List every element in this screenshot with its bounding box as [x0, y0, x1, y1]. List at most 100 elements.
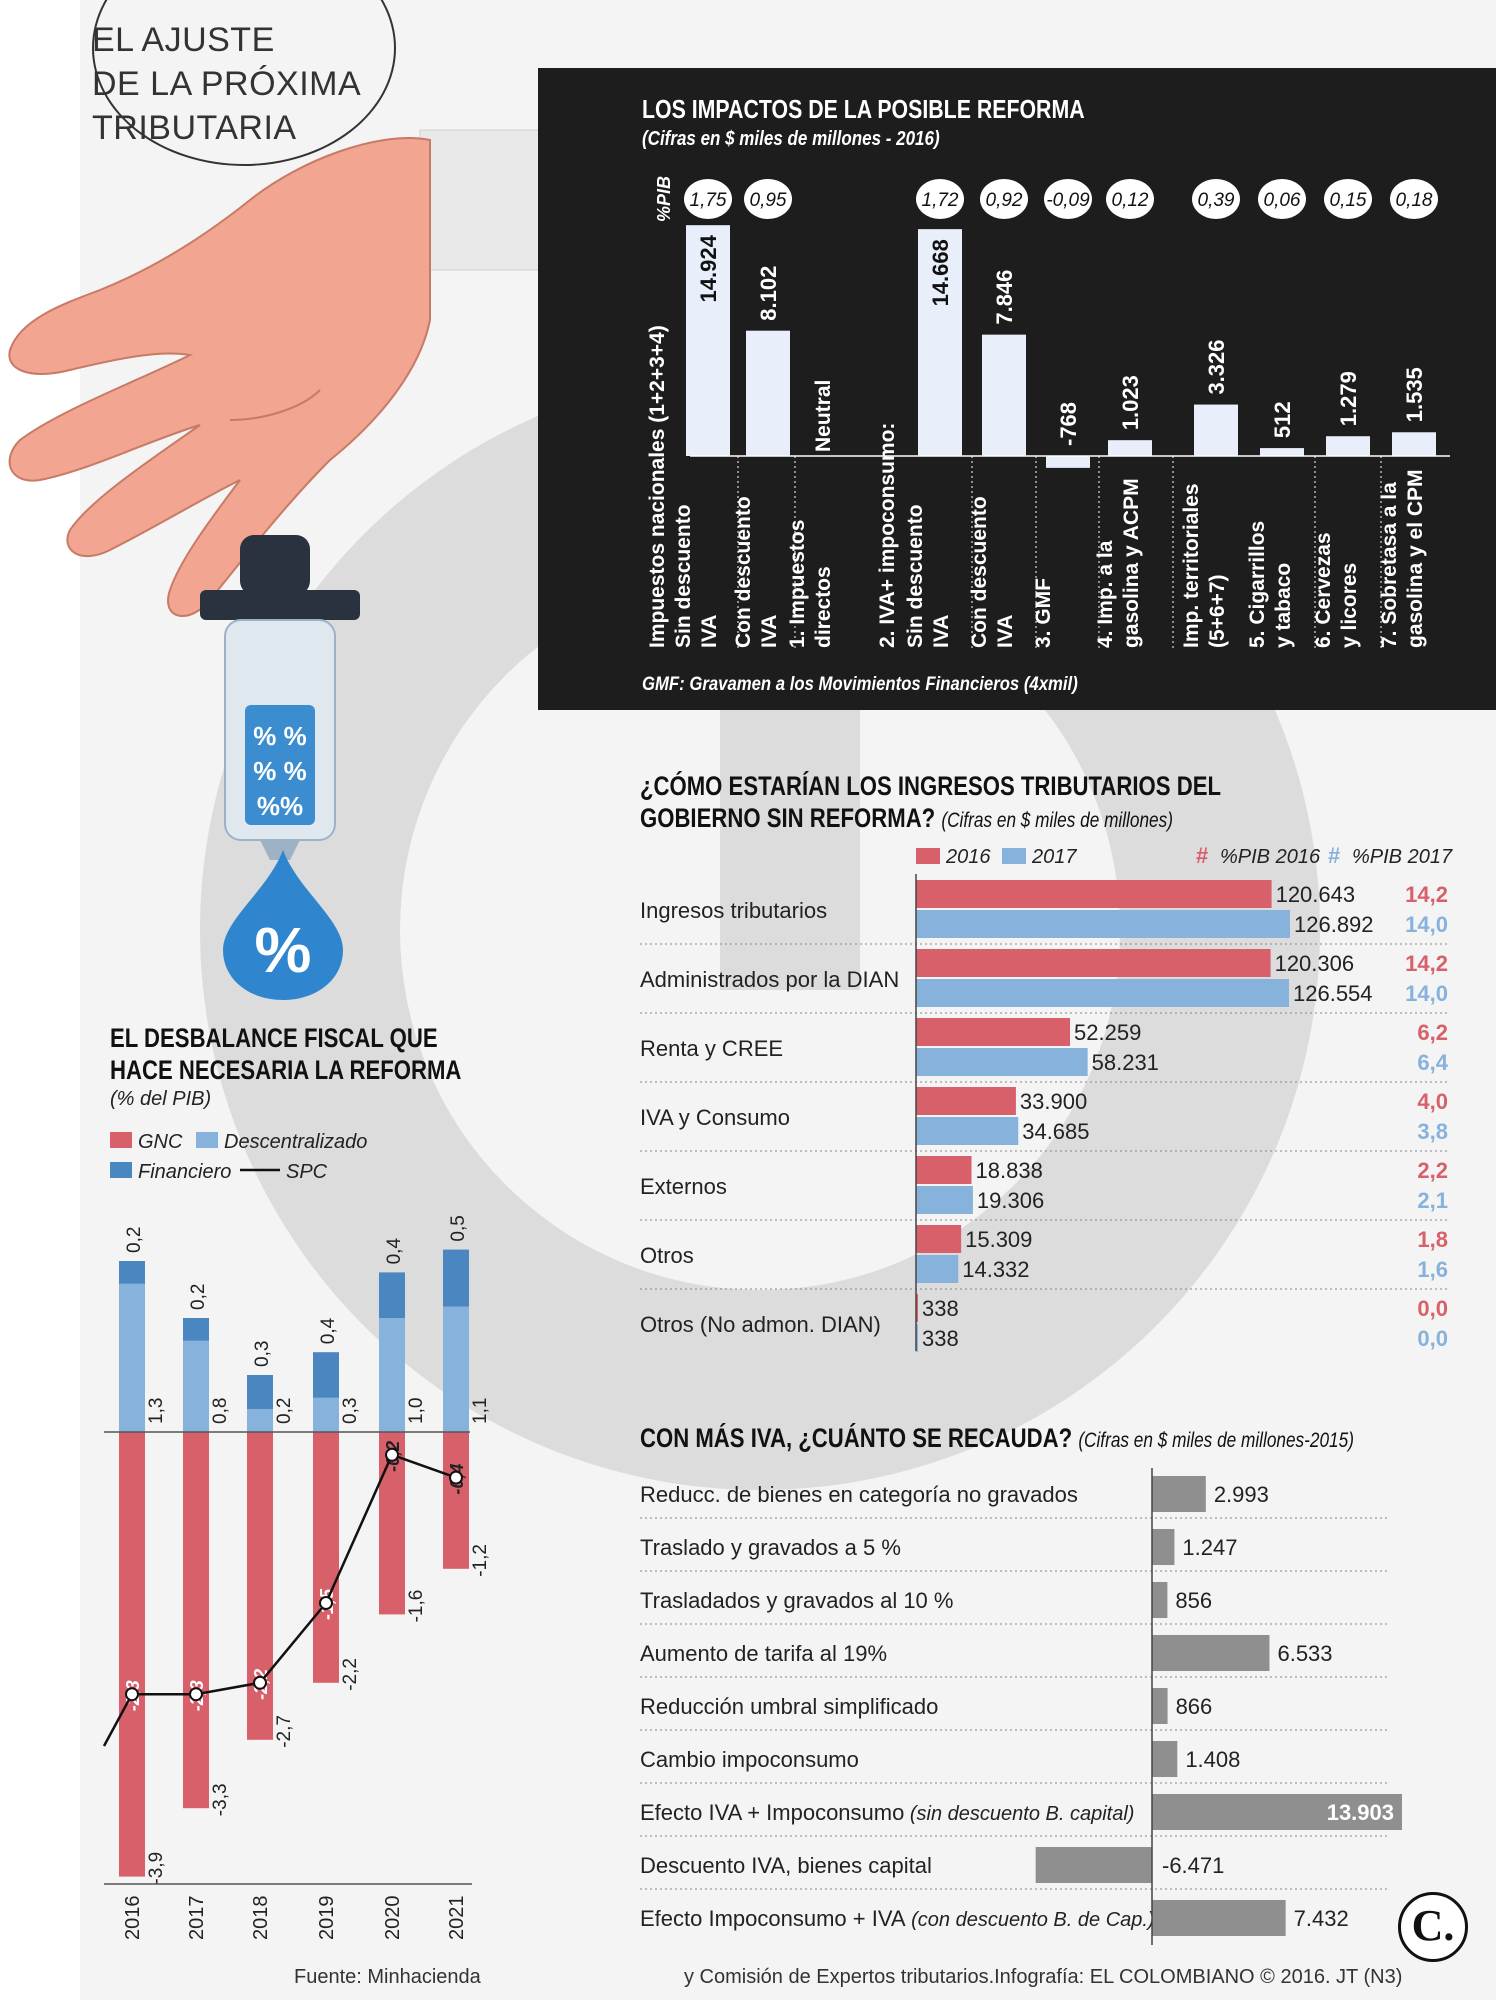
impact-category-label: IVA	[930, 615, 953, 648]
pib-bubble	[684, 179, 732, 219]
financiero-value-label: 0,5	[448, 1215, 469, 1241]
iva-category-label: Descuento IVA, bienes capital	[640, 1853, 932, 1878]
ingresos-bar	[916, 1225, 962, 1253]
gnc-value-label: -1,2	[470, 1544, 491, 1577]
ingresos-pib-label: 14,0	[1405, 912, 1448, 937]
impact-bar	[1260, 448, 1304, 456]
financiero-bar	[247, 1375, 273, 1410]
ingresos-subtitle: (Cifras en $ miles de millones)	[941, 809, 1173, 832]
pib-bubble	[1192, 179, 1240, 219]
impact-bar	[982, 334, 1026, 456]
legend-pib2017-label: %PIB 2017	[1352, 846, 1453, 868]
ingresos-value-label: 338	[922, 1296, 959, 1321]
pib-bubble-label: 1,72	[922, 190, 959, 211]
desbalance-title: EL DESBALANCE FISCAL QUE HACE NECESARIA …	[110, 1022, 461, 1086]
pib-bubble	[1324, 179, 1372, 219]
ingresos-value-label: 58.231	[1092, 1050, 1159, 1075]
impact-bar	[686, 225, 730, 456]
impact-category-label: directos	[812, 566, 835, 648]
descentralizado-value-label: 0,3	[340, 1398, 361, 1424]
ingresos-pib-label: 0,0	[1417, 1326, 1448, 1351]
financiero-value-label: 0,2	[188, 1284, 209, 1310]
pib-bubble	[916, 179, 964, 219]
gnc-bar	[313, 1432, 339, 1683]
ingresos-bar	[916, 1255, 959, 1283]
pib-bubble	[1390, 179, 1438, 219]
iva-chart: Reducc. de bienes en categoría no gravad…	[640, 1468, 1402, 1945]
ingresos-category-label: IVA y Consumo	[640, 1105, 790, 1130]
descentralizado-value-label: 1,1	[470, 1398, 491, 1424]
ingresos-pib-label: 4,0	[1417, 1089, 1448, 1114]
legend-fin-label: Financiero	[138, 1161, 231, 1183]
impact-category-label: Con descuento	[968, 496, 991, 648]
gnc-value-label: -1,6	[406, 1590, 427, 1623]
financiero-bar	[443, 1249, 469, 1307]
iva-value-label: 13.903	[1327, 1800, 1394, 1825]
iva-bar	[1152, 1688, 1168, 1724]
impact-value-label: 3.326	[1204, 339, 1229, 394]
legend-desc-label: Descentralizado	[224, 1131, 367, 1153]
impact-category-label: gasolina y el CPM	[1404, 469, 1427, 648]
pib-bubble-label: 0,92	[986, 190, 1023, 211]
iva-bar	[1152, 1582, 1168, 1618]
ingresos-value-label: 15.309	[965, 1227, 1032, 1252]
impact-value-label: 512	[1270, 401, 1295, 438]
iva-category-extra: (sin descuento B. capital)	[904, 1803, 1134, 1825]
ingresos-chart: 2016 2017 # %PIB 2016 # %PIB 2017 Ingresos tri…	[640, 843, 1453, 1352]
impact-category-label: 7. Sobretasa a la	[1378, 482, 1401, 648]
pib-bubble	[1044, 179, 1092, 219]
pib-bubble-label: 0,39	[1198, 190, 1235, 211]
ingresos-value-label: 14.332	[962, 1257, 1029, 1282]
iva-title: CON MÁS IVA, ¿CUÁNTO SE RECAUDA? (Cifras…	[640, 1422, 1354, 1457]
iva-category-label: Trasladados y gravados al 10 %	[640, 1588, 953, 1613]
impactos-subtitle: (Cifras en $ miles de millones - 2016)	[642, 128, 940, 150]
descentralizado-value-label: 0,2	[274, 1398, 295, 1424]
ingresos-bar	[916, 1018, 1071, 1046]
ingresos-pib-label: 6,2	[1417, 1020, 1448, 1045]
ingresos-value-label: 120.306	[1275, 951, 1355, 976]
impact-category-label: 3. GMF	[1032, 578, 1055, 648]
iva-bar	[1152, 1900, 1286, 1936]
ingresos-value-label: 338	[922, 1326, 959, 1351]
legend-fin-swatch	[110, 1162, 132, 1178]
group-label-nacionales: Impuestos nacionales (1+2+3+4)	[646, 325, 669, 648]
legend-gnc-label: GNC	[138, 1131, 183, 1153]
ingresos-pib-label: 1,6	[1417, 1257, 1448, 1282]
pib-axis-label: %PIB	[654, 176, 674, 222]
pib-bubble-label: 0,06	[1264, 190, 1301, 211]
impact-category-label: IVA	[758, 615, 781, 648]
legend-spc-label: SPC	[286, 1161, 328, 1183]
pib-bubble-label: 1,75	[690, 190, 727, 211]
impact-value-label: 8.102	[756, 266, 781, 321]
descentralizado-bar	[313, 1397, 339, 1432]
ingresos-category-label: Externos	[640, 1174, 727, 1199]
impact-bar	[918, 229, 962, 456]
descentralizado-bar	[247, 1409, 273, 1432]
page-title-line: TRIBUTARIA	[92, 109, 297, 147]
impact-value-label: 1.023	[1118, 375, 1143, 430]
gnc-value-label: -2,2	[340, 1658, 361, 1691]
ingresos-pib-label: 3,8	[1417, 1119, 1448, 1144]
impact-category-label: IVA	[994, 615, 1017, 648]
iva-category-label: Reducc. de bienes en categoría no gravad…	[640, 1482, 1078, 1507]
ingresos-bar	[916, 1156, 972, 1184]
impact-category-label: 5. Cigarrillos	[1246, 521, 1269, 648]
iva-category-label: Efecto IVA + Impoconsumo (sin descuento …	[640, 1800, 1134, 1825]
ingresos-category-label: Renta y CREE	[640, 1036, 783, 1061]
impact-bar	[746, 330, 790, 456]
ingresos-title-line: GOBIERNO SIN REFORMA?	[640, 803, 936, 833]
ingresos-pib-label: 14,2	[1405, 951, 1448, 976]
page-title-line: EL AJUSTE	[92, 21, 275, 59]
pib-bubble-label: 0,15	[1330, 190, 1367, 211]
financiero-value-label: 0,4	[318, 1317, 339, 1344]
iva-title-text: CON MÁS IVA, ¿CUÁNTO SE RECAUDA?	[640, 1423, 1073, 1453]
descentralizado-bar	[183, 1340, 209, 1432]
legend-hash-2017: #	[1328, 843, 1340, 868]
ingresos-pib-label: 6,4	[1417, 1050, 1448, 1075]
ingresos-category-label: Ingresos tributarios	[640, 898, 827, 923]
iva-category-label: Cambio impoconsumo	[640, 1747, 859, 1772]
ingresos-pib-label: 2,2	[1417, 1158, 1448, 1183]
footer-source: Fuente: Minhacienda	[294, 1966, 481, 1988]
desbalance-chart: GNC Descentralizado Financiero SPC -3,9 1,3 0,…	[102, 1131, 491, 1940]
